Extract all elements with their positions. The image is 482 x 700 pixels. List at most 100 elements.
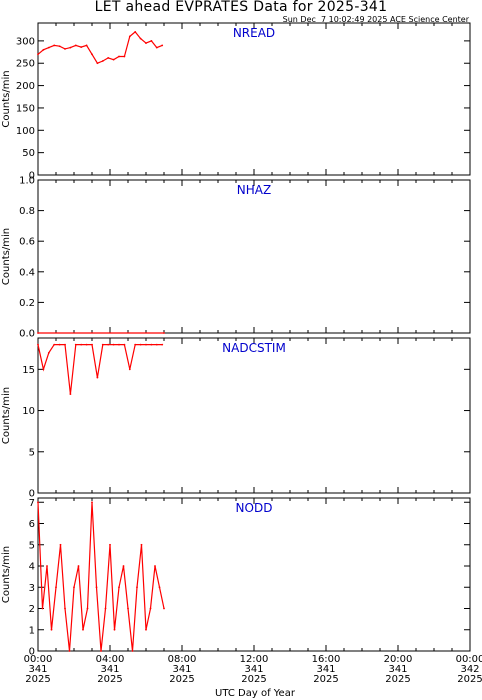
y-tick-label: 10 (22, 406, 35, 417)
data-point (163, 332, 165, 334)
data-point (91, 343, 93, 346)
data-point (46, 565, 48, 567)
data-point (128, 368, 131, 371)
y-tick-label: 2 (29, 604, 35, 615)
data-point (149, 607, 152, 610)
y-tick-label: 5 (29, 540, 35, 551)
data-point (118, 586, 120, 589)
y-tick-label: 0 (29, 647, 35, 658)
x-tick-time: 12:00 (240, 654, 269, 665)
data-point (145, 42, 147, 45)
y-tick-label: 1.0 (19, 176, 35, 187)
data-point (59, 543, 62, 546)
data-point (85, 44, 88, 47)
y-tick-label: 7 (29, 498, 35, 509)
data-point (77, 565, 80, 567)
x-tick-day: 341 (388, 664, 407, 675)
data-point (58, 45, 61, 48)
panel-frame (37, 497, 471, 652)
y-tick-label: 4 (29, 562, 35, 573)
data-point (74, 343, 77, 346)
x-tick-time: 16:00 (312, 654, 341, 665)
data-point (145, 343, 147, 346)
data-point (158, 586, 161, 589)
y-tick-label: 200 (16, 81, 35, 92)
y-tick-label: 250 (16, 59, 35, 70)
data-point (69, 46, 72, 49)
data-point (64, 343, 66, 346)
data-point (150, 39, 153, 42)
y-tick-label: 0 (29, 489, 35, 500)
panel-frame (37, 179, 471, 334)
data-point (64, 48, 66, 50)
data-point (113, 628, 116, 631)
x-tick-year: 2025 (457, 674, 482, 685)
x-tick-day: 341 (100, 664, 119, 675)
data-point (55, 586, 57, 589)
y-tick-label: 150 (16, 103, 35, 114)
data-point (37, 501, 39, 504)
y-tick-label: 0.0 (19, 329, 35, 340)
y-tick-label: 50 (22, 148, 35, 159)
data-point (58, 343, 61, 346)
data-point (134, 31, 137, 33)
data-point (69, 393, 72, 395)
data-point (80, 46, 83, 49)
x-tick-time: 04:00 (96, 654, 125, 665)
data-point (134, 343, 137, 346)
data-point (154, 565, 156, 567)
y-tick-label: 6 (29, 519, 35, 530)
data-point (85, 343, 88, 346)
data-point (68, 650, 71, 652)
data-point (163, 607, 165, 610)
data-point (112, 58, 115, 61)
chart-title: LET ahead EVPRATES Data for 2025-341 (94, 0, 388, 15)
data-point (37, 53, 39, 56)
x-axis-title: UTC Day of Year (215, 688, 296, 699)
data-point (118, 55, 120, 58)
data-point (155, 343, 158, 346)
data-point (96, 62, 99, 65)
data-point (161, 44, 164, 47)
x-tick-year: 2025 (241, 674, 266, 685)
data-point (101, 60, 104, 62)
x-tick-year: 2025 (25, 674, 50, 685)
data-point (100, 650, 102, 652)
data-point (101, 343, 104, 346)
data-point (131, 650, 134, 652)
y-axis-label: Counts/min (1, 70, 12, 127)
data-point (139, 343, 142, 346)
y-axis-label: Counts/min (1, 546, 12, 603)
data-point (64, 607, 66, 610)
y-tick-label: 0.4 (19, 267, 35, 278)
data-series (37, 31, 163, 64)
data-point (42, 368, 45, 371)
data-point (37, 343, 39, 346)
panel-frame (37, 337, 471, 494)
data-point (127, 607, 129, 610)
data-point (37, 332, 39, 334)
data-point (42, 48, 45, 51)
data-series (37, 344, 163, 395)
data-point (41, 607, 44, 610)
y-tick-label: 100 (16, 126, 35, 137)
data-point (47, 46, 50, 49)
x-tick-day: 341 (316, 664, 335, 675)
y-tick-label: 15 (22, 365, 35, 376)
data-point (50, 628, 53, 631)
x-tick-time: 20:00 (384, 654, 413, 665)
data-point (82, 628, 84, 631)
data-point (96, 376, 99, 379)
y-tick-label: 0.6 (19, 237, 35, 248)
data-point (122, 565, 125, 567)
panel-label: NODD (236, 501, 273, 515)
y-axis-label: Counts/min (1, 228, 12, 285)
y-tick-label: 0.8 (19, 206, 35, 217)
x-tick-day: 341 (28, 664, 47, 675)
panel-label: NADCSTIM (222, 341, 286, 355)
data-point (128, 35, 131, 38)
x-tick-year: 2025 (97, 674, 122, 685)
x-tick-day: 341 (172, 664, 191, 675)
data-point (91, 53, 93, 56)
y-axis-label: Counts/min (1, 387, 12, 444)
